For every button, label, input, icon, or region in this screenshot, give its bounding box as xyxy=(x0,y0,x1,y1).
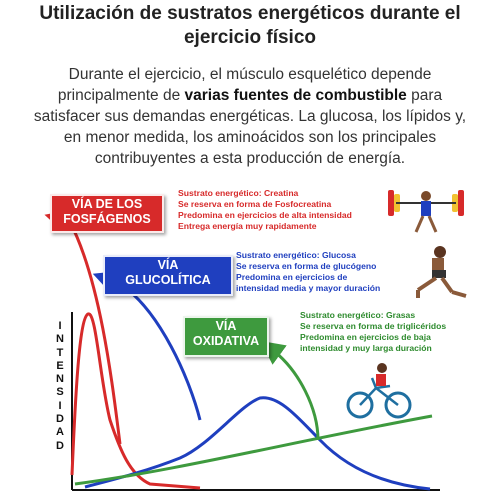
oxidative-detail-3: Predomina en ejercicios de baja xyxy=(300,332,431,342)
intro-text-1: Durante el ejercicio, el músculo esquelé… xyxy=(57,66,432,104)
intro-text-2: para satisfacer sus demandas energéticas… xyxy=(33,87,467,167)
glycolytic-detail-4: intensidad media y mayor duración xyxy=(236,283,381,293)
oxidative-description: Sustrato energético: Grasas Se reserva e… xyxy=(300,310,446,354)
title-text: Utilización de sustratos energéticos dur… xyxy=(39,3,461,48)
phosphagen-label-line2: FOSFÁGENOS xyxy=(63,212,151,226)
glycolytic-label-line1: VÍA xyxy=(157,258,179,272)
glycolytic-description: Sustrato energético: Glucosa Se reserva … xyxy=(236,250,380,294)
oxidative-curve xyxy=(74,414,433,486)
phosphagen-pointer-arrow xyxy=(44,209,122,445)
y-axis-letter: I xyxy=(58,399,62,412)
cyclist-icon xyxy=(346,363,412,419)
y-axis-label: I N T E N S I D A D xyxy=(53,320,67,453)
phosphagen-description: Sustrato energético: Creatina Se reserva… xyxy=(178,188,352,232)
oxidative-pointer-arrow xyxy=(260,340,320,441)
phosphagen-detail-2: Se reserva en forma de Fosfocreatina xyxy=(178,199,332,209)
oxidative-detail-1: Sustrato energético: Grasas xyxy=(300,310,416,320)
page-title: Utilización de sustratos energéticos dur… xyxy=(0,2,500,50)
glycolytic-detail-1: Sustrato energético: Glucosa xyxy=(236,250,356,260)
oxidative-label: VÍA OXIDATIVA xyxy=(183,316,269,357)
y-axis-letter: I xyxy=(58,320,62,332)
y-axis-letter: T xyxy=(56,346,64,359)
glycolytic-detail-2: Se reserva en forma de glucógeno xyxy=(236,261,377,271)
y-axis-letter: D xyxy=(56,413,64,426)
y-axis-letter: N xyxy=(56,333,64,346)
phosphagen-curve xyxy=(70,312,201,490)
oxidative-detail-4: intensidad y muy larga duración xyxy=(300,343,432,353)
y-axis-letter: S xyxy=(56,386,64,399)
y-axis-letter: N xyxy=(56,373,64,386)
y-axis-letter: E xyxy=(56,359,64,372)
glycolytic-curve xyxy=(84,396,431,491)
intro-paragraph: Durante el ejercicio, el músculo esquelé… xyxy=(30,64,470,169)
phosphagen-label-line1: VÍA DE LOS xyxy=(71,197,143,211)
phosphagen-label: VÍA DE LOS FOSFÁGENOS xyxy=(50,194,164,233)
phosphagen-detail-1: Sustrato energético: Creatina xyxy=(178,188,299,198)
glycolytic-label-line2: GLUCOLÍTICA xyxy=(125,273,211,287)
glycolytic-label: VÍA GLUCOLÍTICA xyxy=(103,255,233,296)
y-axis-letter: D xyxy=(56,439,64,452)
oxidative-label-line2: OXIDATIVA xyxy=(192,334,260,348)
oxidative-label-line1: VÍA xyxy=(215,319,237,333)
intro-bold-text: varias fuentes de combustible xyxy=(184,87,407,104)
weightlifter-icon xyxy=(388,190,464,233)
oxidative-detail-2: Se reserva en forma de triglicéridos xyxy=(300,321,447,331)
y-axis-letter: A xyxy=(56,426,64,439)
lunge-athlete-icon xyxy=(416,246,467,298)
phosphagen-detail-3: Predomina en ejercicios de alta intensid… xyxy=(178,210,352,220)
phosphagen-detail-4: Entrega energía muy rapidamente xyxy=(178,221,317,231)
glycolytic-detail-3: Predomina en ejercicios de xyxy=(236,272,348,282)
